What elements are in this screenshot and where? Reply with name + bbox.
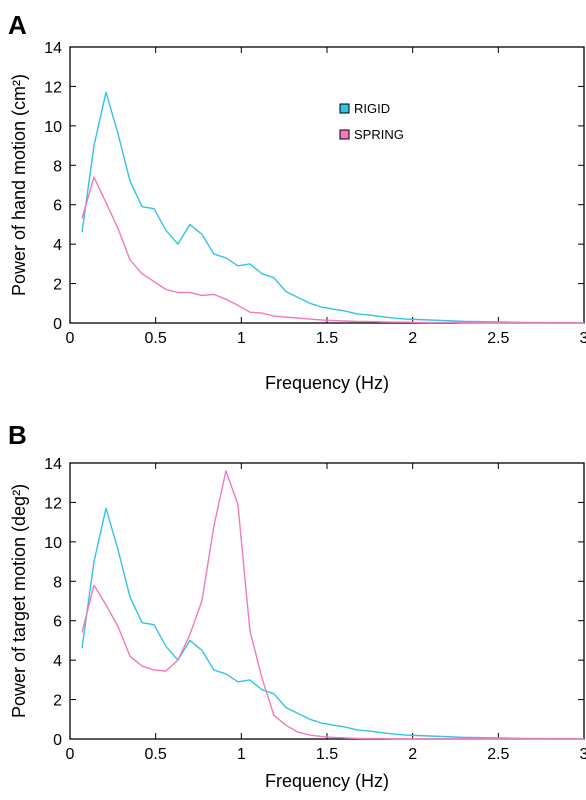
chart-a-x-tick-label: 2.5: [487, 330, 509, 347]
chart-b-plot-frame: [69, 462, 585, 740]
chart-a-y-axis-label: Power of hand motion (cm²): [9, 74, 29, 296]
chart-a-y-tick-label: 2: [53, 277, 62, 294]
chart-panel-a: A 0 0.5 1 1.5 2 2.5 3 0 2 4 6 8 10 12 14 Frequency (Hz) P…: [0, 0, 586, 393]
chart-b-x-tick-label: 0.5: [145, 746, 167, 763]
chart-a-x-tick-label: 0.5: [145, 330, 167, 347]
chart-b-y-tick-label: 12: [44, 495, 62, 512]
chart-a-series-spring-line: [81, 176, 584, 324]
chart-a-y-tick-label: 10: [44, 119, 62, 136]
chart-a-legend: RIGID SPRING: [339, 101, 404, 142]
chart-a-x-tick-label: 3: [580, 330, 586, 347]
chart-b-x-tick-label: 3: [580, 746, 586, 763]
chart-a-x-axis-label: Frequency (Hz): [265, 373, 389, 393]
chart-a-x-tick-label: 2: [408, 330, 417, 347]
chart-a-y-tick-label: 14: [44, 40, 62, 57]
chart-a-x-tick-label: 1: [237, 330, 246, 347]
chart-b-y-tick-label: 8: [53, 574, 62, 591]
chart-a-plot-frame: [69, 46, 585, 324]
chart-b-y-tick-label: 10: [44, 535, 62, 552]
chart-b-x-tick-label: 0: [66, 746, 75, 763]
chart-a-y-tick-label: 4: [53, 237, 62, 254]
chart-a-legend-swatch-spring: [339, 129, 350, 140]
chart-a-y-tick-label: 0: [53, 316, 62, 333]
chart-a-legend-label-rigid: RIGID: [354, 101, 390, 116]
chart-a-svg: A 0 0.5 1 1.5 2 2.5 3 0 2 4 6 8 10 12 14 Frequency (Hz) P…: [8, 10, 586, 393]
chart-a-x-tick-label: 0: [66, 330, 75, 347]
chart-b-svg: B 0 0.5 1 1.5 2 2.5 3 0 2 4 6 8 10 12 14 Frequency (Hz) P…: [8, 420, 586, 791]
chart-b-x-tick-label: 2: [408, 746, 417, 763]
chart-b-y-tick-label: 2: [53, 693, 62, 710]
chart-a-panel-label: A: [8, 10, 27, 40]
chart-b-x-tick-label: 1.5: [316, 746, 338, 763]
chart-a-y-tick-label: 12: [44, 79, 62, 96]
chart-a-legend-label-spring: SPRING: [354, 127, 404, 142]
chart-a-y-tick-label: 6: [53, 198, 62, 215]
chart-a-x-tick-label: 1.5: [316, 330, 338, 347]
chart-a-legend-swatch-rigid: [339, 103, 350, 114]
chart-a-y-tick-label: 8: [53, 158, 62, 175]
chart-b-series-spring-line: [81, 470, 584, 740]
chart-b-panel-label: B: [8, 420, 27, 450]
chart-b-y-tick-label: 0: [53, 732, 62, 749]
chart-b-x-tick-label: 2.5: [487, 746, 509, 763]
chart-a-series-rigid-line: [81, 91, 585, 324]
chart-b-y-tick-label: 14: [44, 456, 62, 473]
chart-b-y-tick-label: 4: [53, 653, 62, 670]
chart-b-series-rigid-line: [81, 507, 585, 740]
chart-b-y-tick-label: 6: [53, 614, 62, 631]
chart-b-y-axis-label: Power of target motion (deg²): [9, 484, 29, 718]
chart-panel-b: B 0 0.5 1 1.5 2 2.5 3 0 2 4 6 8 10 12 14 Frequency (Hz) P…: [0, 410, 586, 800]
chart-b-x-axis-label: Frequency (Hz): [265, 771, 389, 791]
chart-b-x-tick-label: 1: [237, 746, 246, 763]
